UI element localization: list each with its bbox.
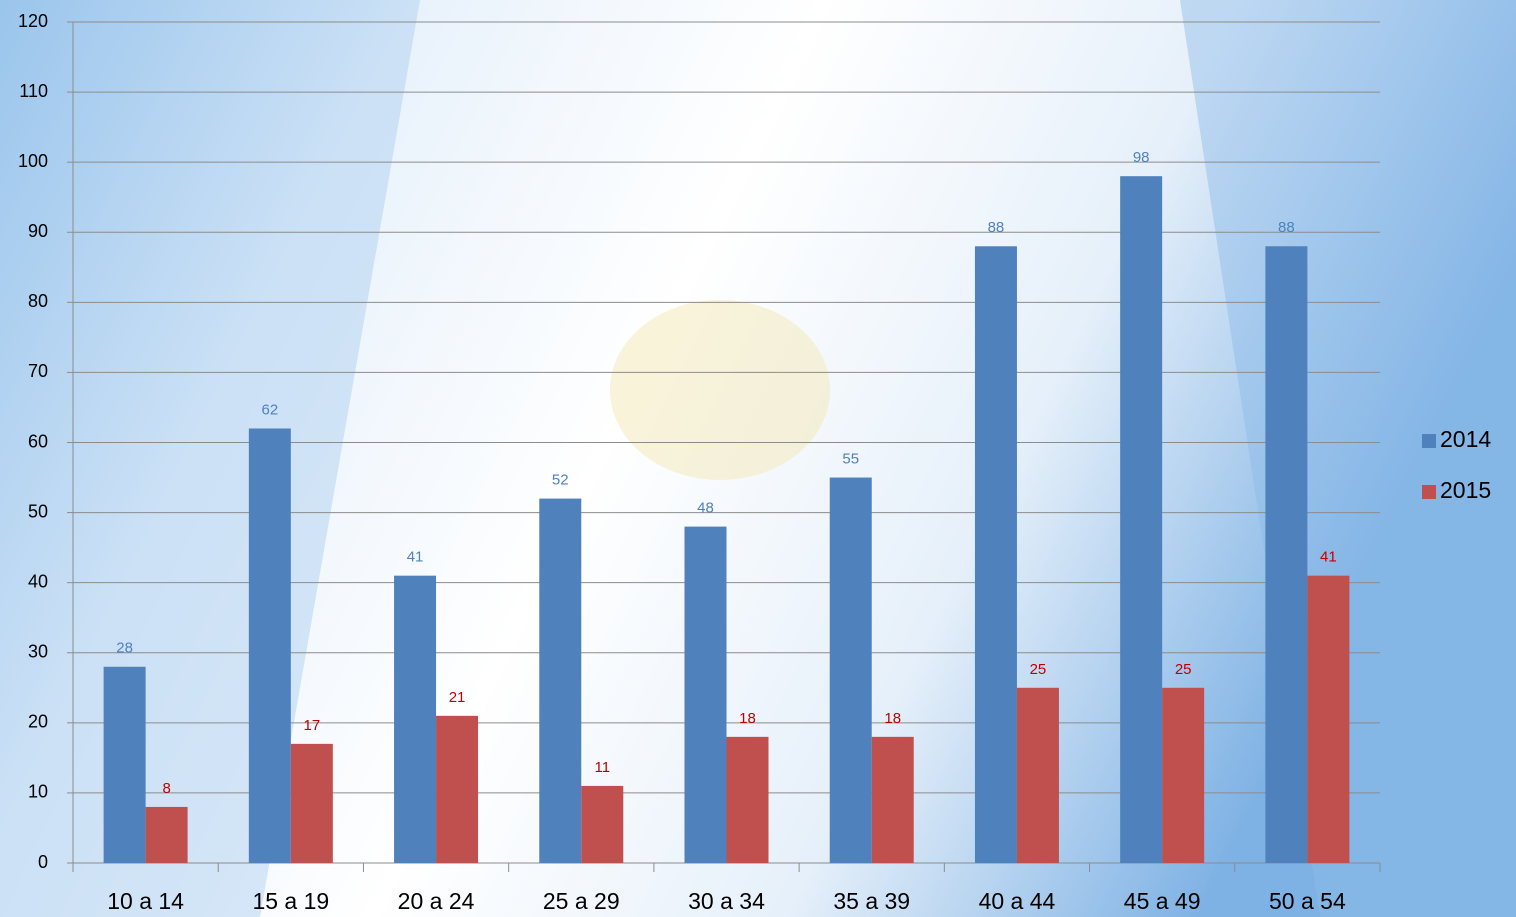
bar [290,743,333,863]
bar [539,498,582,863]
y-tick-label: 120 [18,11,48,31]
bar [829,477,872,863]
bar [974,246,1017,863]
y-tick-label: 90 [28,221,48,241]
y-tick-label: 40 [28,571,48,591]
x-tick-label: 50 a 54 [1269,888,1346,914]
legend-swatch [1422,485,1436,499]
y-tick-label: 30 [28,642,48,662]
x-tick-label: 30 a 34 [688,888,765,914]
y-tick-label: 60 [28,431,48,451]
data-label: 55 [842,451,859,468]
bar [684,526,727,863]
data-label: 8 [162,780,170,797]
legend-label: 2014 [1440,426,1491,452]
data-label: 88 [1278,219,1295,236]
data-label: 52 [552,472,569,489]
x-tick-label: 35 a 39 [833,888,910,914]
bar [1120,176,1163,863]
bar [145,806,188,863]
bar [1307,575,1350,863]
legend-swatch [1422,434,1436,448]
bar [726,736,769,863]
bar [1265,246,1308,863]
data-label: 48 [697,500,714,517]
bar [1162,687,1205,863]
emblem [610,300,830,480]
y-tick-label: 100 [18,151,48,171]
data-label: 28 [116,640,133,657]
data-label: 18 [739,710,756,727]
bar [248,428,291,863]
data-label: 41 [1320,549,1337,566]
bar [436,715,479,863]
y-tick-label: 70 [28,361,48,381]
bar [103,666,146,863]
y-tick-label: 0 [38,852,48,872]
y-tick-label: 20 [28,712,48,732]
y-tick-label: 10 [28,782,48,802]
x-tick-label: 15 a 19 [252,888,329,914]
y-tick-label: 50 [28,501,48,521]
data-label: 18 [884,710,901,727]
bar [871,736,914,863]
bar [581,785,624,863]
x-tick-label: 40 a 44 [979,888,1056,914]
x-tick-label: 45 a 49 [1124,888,1201,914]
x-tick-label: 10 a 14 [107,888,184,914]
data-label: 25 [1030,661,1047,678]
x-tick-label: 25 a 29 [543,888,620,914]
y-tick-label: 110 [19,81,48,101]
x-tick-label: 20 a 24 [398,888,475,914]
legend-label: 2015 [1440,477,1491,503]
data-label: 25 [1175,661,1192,678]
data-label: 41 [407,549,424,566]
y-tick-label: 80 [28,291,48,311]
data-label: 98 [1133,149,1150,166]
data-label: 21 [449,689,466,706]
bar [1016,687,1059,863]
flag-stripe [1180,0,1516,917]
data-label: 62 [261,401,278,418]
data-label: 88 [988,219,1005,236]
bar [394,575,437,863]
data-label: 17 [303,717,320,734]
data-label: 11 [594,759,610,776]
